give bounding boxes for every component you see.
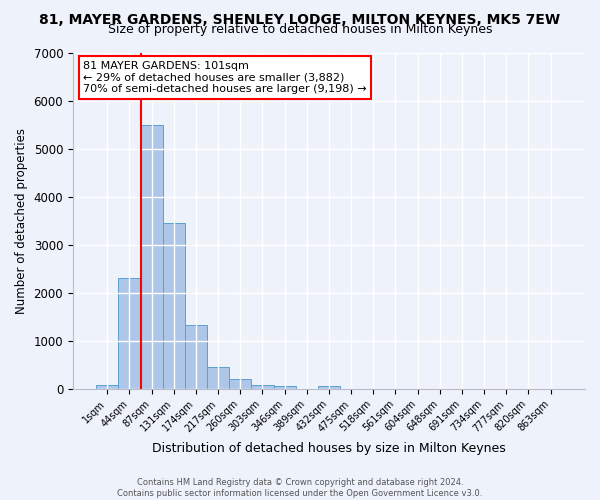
Bar: [251, 384, 274, 389]
Bar: [96, 386, 118, 389]
Text: Contains HM Land Registry data © Crown copyright and database right 2024.
Contai: Contains HM Land Registry data © Crown c…: [118, 478, 482, 498]
Bar: [229, 380, 251, 389]
Bar: [140, 124, 163, 389]
Bar: [118, 278, 140, 389]
Text: 81 MAYER GARDENS: 101sqm
← 29% of detached houses are smaller (3,882)
70% of sem: 81 MAYER GARDENS: 101sqm ← 29% of detach…: [83, 61, 367, 94]
Y-axis label: Number of detached properties: Number of detached properties: [15, 128, 28, 314]
Bar: [185, 325, 207, 389]
Text: Size of property relative to detached houses in Milton Keynes: Size of property relative to detached ho…: [108, 22, 492, 36]
Text: 81, MAYER GARDENS, SHENLEY LODGE, MILTON KEYNES, MK5 7EW: 81, MAYER GARDENS, SHENLEY LODGE, MILTON…: [40, 12, 560, 26]
Bar: [207, 367, 229, 389]
X-axis label: Distribution of detached houses by size in Milton Keynes: Distribution of detached houses by size …: [152, 442, 506, 455]
Bar: [163, 223, 185, 389]
Bar: [318, 386, 340, 389]
Bar: [274, 386, 296, 389]
